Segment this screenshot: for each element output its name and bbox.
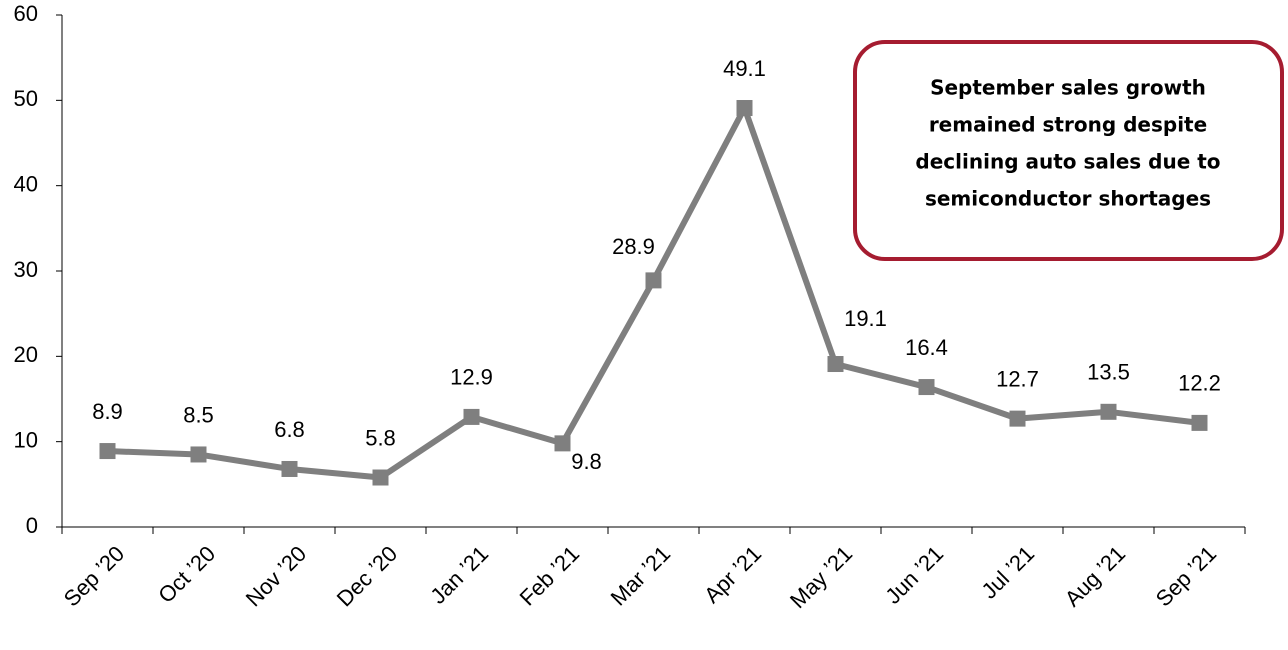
marker (827, 356, 844, 373)
marker (1009, 410, 1026, 427)
marker (1191, 414, 1208, 431)
x-tick-label: Mar ’21 (606, 541, 676, 611)
x-tick-label: Sep ’21 (1151, 541, 1221, 611)
marker (1100, 403, 1117, 420)
data-label: 12.9 (450, 365, 493, 390)
marker (99, 443, 116, 460)
marker (918, 379, 935, 396)
annotation-box (853, 40, 1284, 261)
marker (190, 446, 207, 463)
x-tick-label: Aug ’21 (1060, 541, 1130, 611)
y-tick-label: 60 (14, 1, 38, 26)
data-label: 19.1 (844, 306, 887, 331)
y-tick-label: 20 (14, 342, 38, 367)
x-tick-label: Dec ’20 (332, 541, 402, 611)
x-tick-label: Jun ’21 (880, 541, 948, 609)
x-tick-label: Jul ’21 (977, 541, 1040, 604)
y-tick-label: 0 (26, 513, 38, 538)
data-label: 5.8 (365, 425, 396, 450)
marker (463, 408, 480, 425)
data-label: 8.5 (183, 402, 214, 427)
data-label: 9.8 (571, 449, 602, 474)
x-tick-label: May ’21 (785, 541, 857, 613)
x-tick-label: Apr ’21 (699, 541, 766, 608)
x-tick-label: Nov ’20 (241, 541, 311, 611)
data-label: 49.1 (723, 56, 766, 81)
annotation-text: declining auto sales due to (915, 150, 1220, 174)
x-tick-label: Feb ’21 (515, 541, 585, 611)
data-label: 13.5 (1087, 360, 1130, 385)
annotation-text: remained strong despite (929, 113, 1207, 137)
data-label: 8.9 (92, 399, 123, 424)
marker (372, 469, 389, 486)
data-label: 16.4 (905, 335, 948, 360)
marker (736, 100, 753, 117)
data-label: 28.9 (612, 234, 655, 259)
x-tick-label: Sep ’20 (59, 541, 129, 611)
marker (281, 460, 298, 477)
annotation-text: semiconductor shortages (925, 187, 1211, 211)
data-label: 12.7 (996, 366, 1039, 391)
marker (554, 435, 571, 452)
y-tick-label: 30 (14, 257, 38, 282)
x-tick-label: Jan ’21 (425, 541, 493, 609)
y-tick-label: 40 (14, 171, 38, 196)
y-tick-label: 50 (14, 86, 38, 111)
data-label: 6.8 (274, 417, 305, 442)
annotation-text: September sales growth (930, 76, 1206, 100)
marker (645, 272, 662, 289)
y-tick-label: 10 (14, 427, 38, 452)
data-label: 12.2 (1178, 371, 1221, 396)
x-tick-label: Oct ’20 (153, 541, 220, 608)
